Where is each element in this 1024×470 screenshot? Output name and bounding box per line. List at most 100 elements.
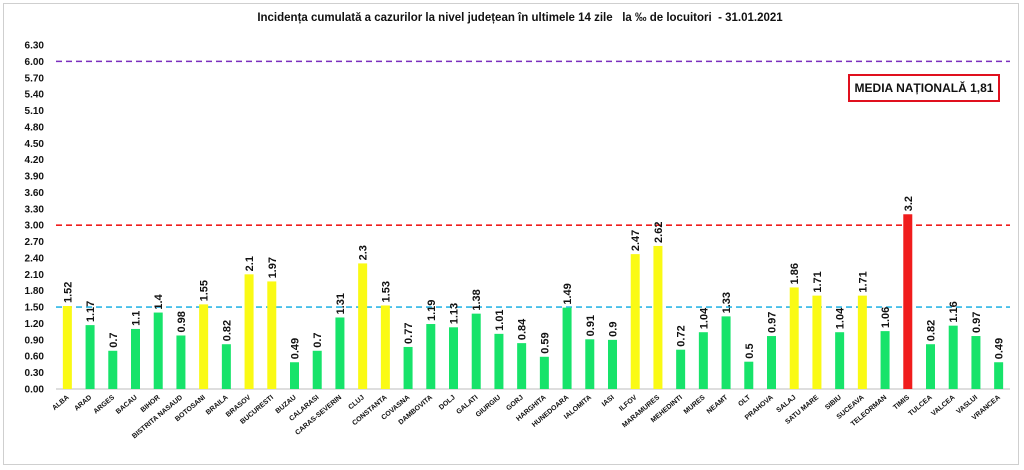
data-label: 0.84 <box>517 318 529 340</box>
bar <box>221 344 231 389</box>
x-tick-label: ARAD <box>73 394 93 412</box>
data-label: 1.04 <box>835 307 847 329</box>
bar <box>835 332 845 389</box>
data-label: 1.13 <box>449 303 461 324</box>
x-tick-label: MURES <box>683 394 707 416</box>
y-tick-label: 6.30 <box>25 41 45 52</box>
national-average-box: MEDIA NAȚIONALĂ 1,81 <box>848 74 1000 102</box>
y-tick-label: 0.90 <box>25 335 45 346</box>
bar <box>153 312 163 389</box>
y-tick-label: 2.10 <box>25 270 45 281</box>
x-tick-label: TULCEA <box>908 394 934 418</box>
chart-frame <box>3 3 1019 465</box>
y-tick-label: 0.30 <box>25 368 45 379</box>
bar <box>426 324 436 389</box>
data-label: 1.04 <box>698 307 710 329</box>
bar <box>335 317 345 389</box>
bar <box>471 313 481 389</box>
bar <box>562 307 572 389</box>
data-label: 1.86 <box>789 263 801 284</box>
y-tick-label: 3.90 <box>25 172 45 183</box>
bar <box>948 325 958 389</box>
data-label: 1.4 <box>153 293 165 309</box>
data-label: 1.71 <box>857 271 869 292</box>
bar <box>290 362 299 389</box>
x-tick-label: OLT <box>737 394 752 408</box>
data-label: 0.9 <box>608 322 620 337</box>
bar <box>698 332 708 389</box>
x-tick-label: DOLJ <box>438 394 457 411</box>
bar <box>767 336 776 389</box>
bar <box>358 263 368 389</box>
bar <box>744 361 754 389</box>
data-label: 0.7 <box>108 332 120 347</box>
y-tick-label: 4.80 <box>25 122 45 133</box>
y-tick-label: 3.00 <box>25 221 45 232</box>
x-tick-label: VALCEA <box>930 394 956 418</box>
bar <box>449 327 458 389</box>
bar <box>971 336 981 389</box>
x-tick-label: SIBIU <box>824 394 843 411</box>
bar <box>721 316 731 389</box>
y-tick-label: 2.70 <box>25 237 45 248</box>
data-label: 1.97 <box>267 257 279 278</box>
x-tick-label: GIURGIU <box>475 394 502 419</box>
y-tick-label: 4.50 <box>25 139 45 150</box>
data-label: 0.7 <box>312 332 324 347</box>
bar <box>630 254 640 389</box>
x-tick-label: ARGES <box>92 394 116 416</box>
bar <box>108 350 118 389</box>
bar <box>880 331 890 389</box>
y-tick-label: 1.80 <box>25 286 45 297</box>
x-tick-label: ILFOV <box>618 394 639 413</box>
data-labels: 1.52 1.17 0.7 1.1 1.4 0.98 1.55 0.82 2.1 1.97 0.49… <box>62 196 1005 359</box>
data-label: 0.97 <box>971 312 983 333</box>
bar <box>199 304 209 389</box>
data-label: 1.31 <box>335 293 347 314</box>
x-tick-label: GORJ <box>505 394 525 412</box>
data-label: 1.1 <box>131 311 143 326</box>
data-label: 0.91 <box>585 315 597 336</box>
bar <box>312 350 322 389</box>
data-label: 0.82 <box>221 320 233 341</box>
data-label: 1.01 <box>494 309 506 330</box>
y-tick-label: 1.20 <box>25 319 45 330</box>
data-label: 1.06 <box>880 307 892 328</box>
bar <box>517 343 527 389</box>
y-tick-label: 4.20 <box>25 155 45 166</box>
bar <box>789 287 799 389</box>
data-label: 1.49 <box>562 283 574 304</box>
data-label: 3.2 <box>903 196 915 211</box>
y-tick-label: 5.10 <box>25 106 45 117</box>
y-tick-label: 3.30 <box>25 204 45 215</box>
x-tick-label: BACAU <box>115 394 139 416</box>
data-label: 0.49 <box>290 338 302 359</box>
bar <box>131 328 140 389</box>
bar <box>653 245 663 389</box>
data-label: 0.98 <box>176 311 188 332</box>
y-tick-label: 5.70 <box>25 73 45 84</box>
y-tick-label: 1.50 <box>25 303 45 314</box>
bar <box>857 295 867 389</box>
data-label: 0.49 <box>994 338 1006 359</box>
y-tick-label: 2.40 <box>25 253 45 264</box>
bar <box>676 349 686 389</box>
y-tick-label: 6.00 <box>25 57 45 68</box>
bar <box>812 295 822 389</box>
data-label: 2.1 <box>244 256 256 271</box>
bar <box>85 325 95 389</box>
data-label: 1.17 <box>85 301 97 322</box>
bar <box>403 346 413 389</box>
bar <box>176 335 186 389</box>
bar <box>994 362 1004 389</box>
y-tick-label: 5.40 <box>25 90 45 101</box>
data-label: 1.19 <box>426 300 438 321</box>
x-tick-label: IASI <box>601 394 616 408</box>
bar <box>608 339 617 389</box>
data-label: 1.71 <box>812 271 824 292</box>
data-label: 0.59 <box>539 332 551 353</box>
bar <box>244 274 254 389</box>
data-label: 1.55 <box>199 280 211 301</box>
